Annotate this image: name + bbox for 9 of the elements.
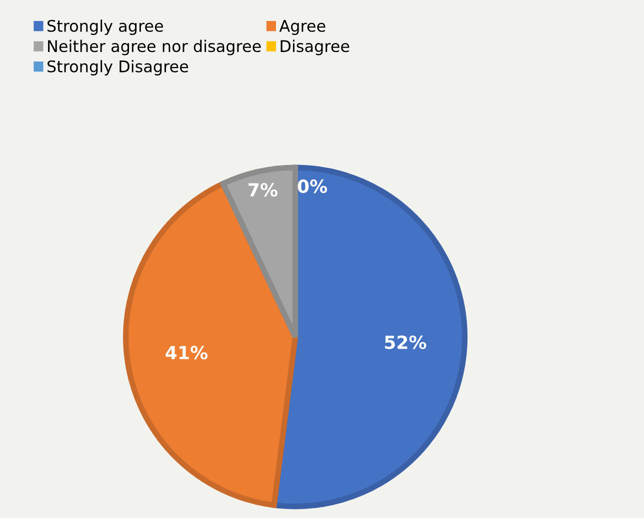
data-label: 41% [166,346,208,360]
data-label: 7% [248,183,278,197]
legend-label: Disagree [280,40,350,56]
legend-label: Agree [279,20,326,36]
legend-label: Neither agree nor disagree [48,40,261,56]
legend-label: Strongly agree [48,20,164,36]
legend-label: Strongly Disagree [48,60,188,76]
text: 0% [298,179,328,194]
data-label: 52% [384,335,426,350]
